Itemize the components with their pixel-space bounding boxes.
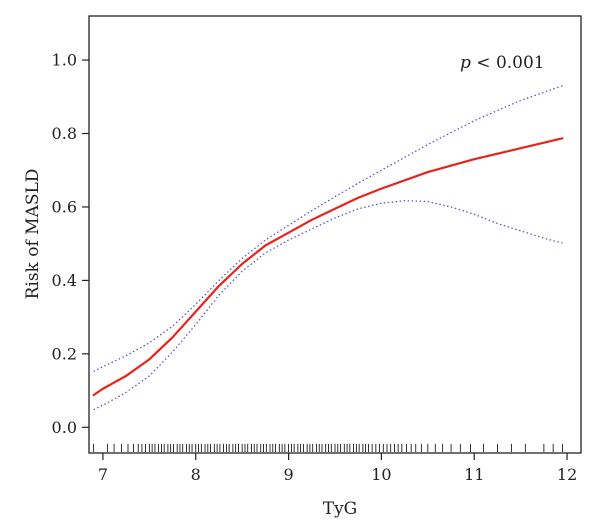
x-axis-label: TyG <box>323 499 358 519</box>
confidence-band <box>93 85 563 411</box>
x-tick-label: 9 <box>283 465 293 484</box>
x-tick-label: 7 <box>98 465 108 484</box>
axes: 7 8 9 10 11 12 0.0 0.2 0.4 0.6 0.8 1.0 <box>52 51 578 484</box>
ci-lower-line <box>93 200 563 411</box>
risk-estimate-line <box>92 137 564 397</box>
y-tick-label: 0.8 <box>52 124 77 143</box>
rug-marks <box>93 443 563 452</box>
ci-upper-line <box>93 85 563 373</box>
p-value-annotation: p < 0.001 <box>460 53 545 73</box>
estimate-line <box>92 137 564 397</box>
y-tick-label: 0.4 <box>52 271 77 290</box>
y-tick-label: 0.0 <box>52 418 77 437</box>
y-tick-label: 1.0 <box>52 51 77 70</box>
p-value-text: < 0.001 <box>471 53 545 73</box>
plot-frame <box>88 15 582 454</box>
p-symbol: p <box>460 53 471 73</box>
y-tick-label: 0.2 <box>52 344 77 363</box>
x-tick-label: 10 <box>371 465 391 484</box>
x-tick-label: 8 <box>191 465 201 484</box>
y-axis-label: Risk of MASLD <box>23 169 43 300</box>
y-tick-label: 0.6 <box>52 197 77 216</box>
x-tick-label: 12 <box>557 465 577 484</box>
x-tick-label: 11 <box>464 465 484 484</box>
